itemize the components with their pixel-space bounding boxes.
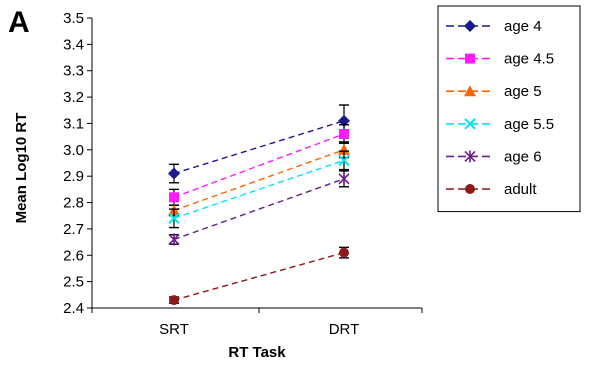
- y-tick-label: 2.5: [63, 274, 84, 291]
- data-point-stroke: [338, 154, 350, 167]
- series-line: [173, 149, 345, 212]
- series-age-5: [168, 141, 350, 217]
- data-point: [338, 172, 350, 185]
- legend-marker: [464, 150, 476, 163]
- legend-item: age 5.5: [446, 116, 554, 133]
- legend-marker-stroke: [464, 118, 476, 130]
- y-tick-label: 3.1: [63, 115, 84, 132]
- data-point: [169, 192, 179, 203]
- series-age-4-5: [169, 124, 349, 206]
- y-tick-label: 3.4: [63, 36, 84, 53]
- data-point: [338, 143, 350, 155]
- data-point: [338, 114, 350, 127]
- y-tick-label: 3.3: [63, 63, 84, 80]
- y-tick-label: 3.0: [63, 142, 84, 159]
- x-tick-label: DRT: [329, 321, 360, 338]
- legend-item: age 4: [446, 18, 542, 35]
- legend-item: age 5: [446, 83, 542, 100]
- data-point: [338, 154, 350, 167]
- legend-label: age 5: [504, 83, 542, 100]
- data-point: [169, 295, 179, 306]
- data-point: [168, 212, 180, 225]
- y-tick-label: 3.2: [63, 89, 84, 106]
- axes: 2.4 2.5 2.6 2.7 2.8 2.9 3.0 3.1 3.2 3.3 3.4 3.5 SRT D…: [63, 10, 423, 338]
- legend-label: age 4: [504, 18, 542, 35]
- series-line: [173, 133, 345, 198]
- x-axis-title: RT Task: [228, 344, 286, 361]
- panel-label: A: [8, 6, 30, 39]
- data-point: [168, 167, 180, 180]
- y-tick-label: 2.6: [63, 247, 84, 264]
- series-adult: [169, 246, 349, 306]
- legend-item: age 4.5: [446, 51, 554, 68]
- legend-item: adult: [446, 181, 537, 198]
- y-tick-label: 2.7: [63, 221, 84, 238]
- legend-label: age 4.5: [504, 51, 554, 68]
- data-point: [339, 129, 349, 139]
- series-line: [173, 251, 345, 301]
- y-tick-label: 2.8: [63, 195, 84, 212]
- series-age-4: [168, 104, 350, 184]
- legend-item: age 6: [446, 148, 542, 165]
- data-point-stroke: [168, 212, 180, 225]
- legend-label: age 5.5: [504, 116, 554, 133]
- legend-marker: [465, 184, 475, 194]
- x-tick-label: SRT: [159, 321, 189, 338]
- series-age-6: [168, 170, 350, 246]
- series-line: [173, 178, 345, 241]
- y-axis-title: Mean Log10 RT: [13, 113, 30, 224]
- legend-box: [437, 5, 581, 213]
- legend-label: adult: [504, 181, 537, 198]
- series-layer: [168, 104, 350, 306]
- legend-marker: [464, 20, 476, 32]
- legend-marker: [464, 118, 476, 130]
- data-point: [168, 233, 180, 246]
- y-tick-label: 3.5: [63, 10, 84, 27]
- y-tick-label: 2.4: [63, 300, 84, 317]
- legend-marker: [464, 85, 476, 97]
- y-tick-label: 2.9: [63, 168, 84, 185]
- legend-marker: [465, 53, 475, 64]
- series-age-5-5: [168, 150, 350, 229]
- legend: age 4 age 4.5 age 5 age 5.5 age 6 adult: [437, 5, 581, 213]
- data-point: [339, 247, 349, 258]
- legend-label: age 6: [504, 148, 542, 165]
